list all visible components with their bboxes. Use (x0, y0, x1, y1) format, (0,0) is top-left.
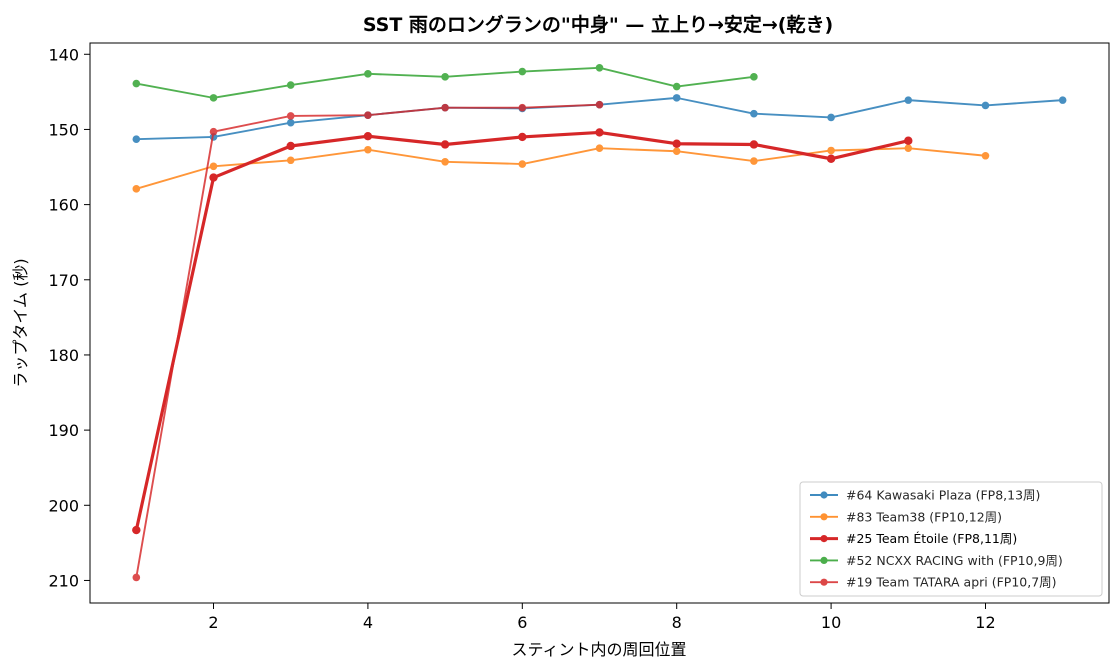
data-point (827, 146, 835, 155)
legend-label: #64 Kawasaki Plaza (FP8,13周) (846, 488, 1040, 503)
data-point (286, 156, 295, 165)
data-point (440, 140, 450, 149)
data-point (672, 147, 681, 156)
x-tick-label: 10 (821, 613, 841, 632)
data-point (826, 154, 836, 163)
y-tick-label: 210 (48, 571, 79, 590)
y-tick-label: 140 (48, 45, 79, 64)
data-point (132, 185, 141, 193)
data-point (672, 82, 681, 91)
y-tick-label: 170 (48, 271, 79, 290)
series-layer (132, 64, 1067, 582)
y-tick-label: 180 (48, 346, 79, 365)
data-point (595, 100, 604, 109)
data-point (749, 140, 759, 149)
data-point (209, 127, 218, 136)
data-point (132, 135, 141, 144)
series-line (135, 103, 600, 578)
legend-swatch-marker (820, 578, 828, 586)
legend-entry: #52 NCXX RACING with (FP10,9周) (810, 553, 1063, 568)
data-point (132, 525, 141, 535)
y-axis-label: ラップタイム (秒) (11, 258, 30, 387)
data-point (981, 151, 990, 160)
data-point (595, 64, 604, 72)
series-line (134, 130, 909, 531)
legend-swatch-marker (820, 556, 828, 565)
legend-label: #83 Team38 (FP10,12周) (846, 509, 1002, 524)
data-point (441, 157, 449, 166)
legend-swatch-marker (820, 535, 828, 543)
data-point (518, 67, 527, 76)
series-4 (132, 100, 604, 582)
chart-title: SST 雨のロングランの"中身" — 立上り→安定→(乾き) (363, 13, 833, 36)
y-tick-label: 160 (48, 196, 79, 215)
data-point (904, 96, 913, 104)
data-point (595, 144, 604, 153)
legend-box (799, 481, 1103, 597)
data-point (132, 573, 141, 582)
legend-swatch-marker (820, 513, 828, 521)
data-point (904, 136, 913, 145)
data-point (672, 94, 681, 102)
data-point (364, 70, 372, 78)
legend: #64 Kawasaki Plaza (FP8,13周) #83 Team38 (… (799, 481, 1103, 597)
x-tick-label: 4 (363, 613, 373, 632)
data-point (286, 118, 295, 127)
series-2 (132, 128, 913, 535)
legend-label: #19 Team TATARA apri (FP10,7周) (846, 575, 1057, 590)
data-point (363, 132, 373, 141)
x-axis: 2 4 6 8 10 12 (208, 603, 996, 632)
data-point (132, 79, 141, 88)
series-1 (132, 144, 990, 193)
y-axis: 140 150 160 170 180 190 200 210 (48, 45, 90, 590)
legend-label: #25 Team Étoile (FP8,11周) (846, 531, 1017, 546)
legend-entry: #19 Team TATARA apri (FP10,7周) (810, 575, 1057, 590)
x-axis-label: スティント内の周回位置 (511, 640, 686, 659)
data-point (1058, 96, 1067, 104)
series-line (136, 147, 986, 190)
x-tick-label: 12 (975, 613, 995, 632)
legend-entry: #25 Team Étoile (FP8,11周) (810, 531, 1017, 546)
series-3 (132, 64, 758, 102)
data-point (827, 113, 835, 122)
y-tick-label: 200 (48, 496, 79, 515)
data-point (981, 101, 990, 110)
data-point (750, 109, 758, 118)
data-point (209, 162, 218, 171)
data-point (441, 103, 449, 112)
x-tick-label: 6 (517, 613, 527, 632)
data-point (750, 157, 758, 165)
legend-entry: #64 Kawasaki Plaza (FP8,13周) (810, 488, 1040, 503)
legend-swatch-marker (820, 491, 828, 499)
data-point (441, 73, 449, 81)
plot-frame (89, 42, 1110, 604)
data-point (672, 139, 681, 148)
data-point (364, 145, 372, 154)
data-point (750, 73, 758, 81)
data-point (286, 81, 295, 89)
data-point (364, 111, 372, 119)
legend-label: #52 NCXX RACING with (FP10,9周) (846, 553, 1063, 568)
data-point (286, 112, 295, 120)
data-point (286, 141, 295, 151)
data-point (518, 103, 527, 112)
x-tick-label: 8 (672, 613, 682, 632)
y-tick-label: 190 (48, 421, 79, 440)
y-tick-label: 150 (48, 120, 79, 139)
data-point (209, 94, 218, 102)
x-tick-label: 2 (208, 613, 218, 632)
data-point (209, 173, 218, 182)
data-point (518, 132, 527, 142)
data-point (904, 144, 913, 153)
data-point (595, 128, 604, 137)
legend-entry: #83 Team38 (FP10,12周) (810, 509, 1002, 524)
data-point (518, 160, 527, 168)
series-line (136, 66, 755, 99)
plot-area: 2 4 6 8 10 12 140 150 160 170 180 190 200 210 (48, 42, 1110, 632)
